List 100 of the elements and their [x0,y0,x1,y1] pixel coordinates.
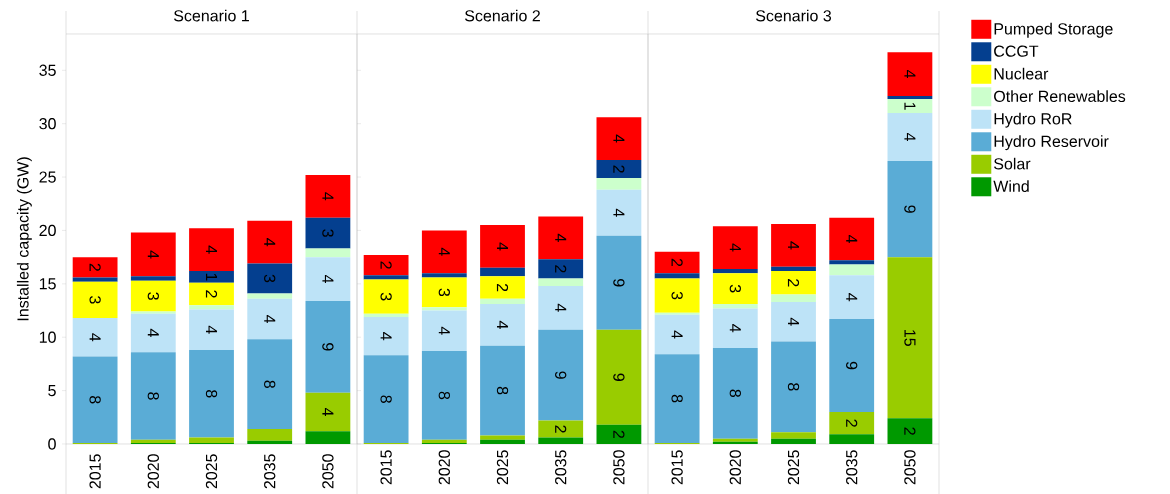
bar [829,434,875,444]
bar [829,264,875,276]
bar [72,257,118,278]
bar [247,429,293,441]
data-label: 8 [729,389,741,398]
data-label: 8 [264,380,276,388]
legend-label: Pumped Storage [994,22,1113,38]
bar [421,310,467,352]
bar [72,281,118,318]
data-label: 4 [206,245,218,254]
data-label: 2 [613,430,625,439]
data-label: 4 [788,317,800,326]
x-tick-label: 2020 [147,454,159,489]
bar [421,230,467,274]
legend-label: Hydro Reservoir [994,135,1109,151]
x-tick-label: 2035 [555,450,567,485]
bar [189,437,234,443]
data-label: 4 [729,243,741,252]
bar [189,271,234,283]
data-label: 8 [89,395,101,404]
bar [130,276,176,281]
data-label: 4 [671,330,683,339]
data-label: 8 [205,390,218,398]
x-tick-label: 2020 [729,450,741,485]
bar [480,276,525,299]
bar [363,279,409,314]
bar [480,345,525,436]
y-tick-label: 25 [39,171,56,183]
data-label: 4 [438,247,450,256]
bar [829,319,875,412]
bar [72,356,118,443]
data-label: 2 [555,265,567,273]
bar [712,308,758,348]
data-label: 3 [322,229,334,237]
data-label: 3 [438,288,450,297]
bar [363,255,409,276]
x-tick-label: 2050 [322,454,334,489]
chart-title: Scenario 2 [465,9,540,22]
bar [480,435,525,440]
data-label: 4 [729,324,741,333]
bar [305,300,351,393]
bar [538,285,584,330]
y-tick-label: 35 [39,64,56,76]
data-label: 2 [380,261,392,269]
bar [363,316,409,356]
bar [887,418,933,444]
data-label: 4 [322,407,334,416]
bar [654,273,700,279]
bar [305,257,351,301]
bar [887,95,933,100]
data-label: 8 [380,395,392,403]
bar [654,312,700,315]
bar [72,318,118,357]
bar [654,314,700,355]
data-label: 3 [729,284,741,293]
x-tick-label: 2050 [613,450,625,485]
data-label: 8 [671,394,683,403]
bar [654,251,700,274]
bar [829,260,875,265]
bar [189,350,234,438]
bar [130,232,176,277]
bar [305,217,351,249]
data-label: 2 [671,258,683,267]
bar [538,420,584,438]
data-label: 2 [904,427,916,435]
bar [654,278,700,313]
bar [480,439,525,444]
bar [363,275,409,280]
data-label: 4 [555,233,567,242]
bar [887,112,933,162]
data-label: 8 [787,383,800,391]
data-label: 4 [322,192,334,201]
bar [712,304,758,309]
data-label: 4 [89,333,101,342]
bar [247,339,293,430]
x-tick-label: 2035 [264,454,276,489]
bar [130,311,176,314]
data-label: 4 [846,234,858,243]
bar [771,301,816,342]
bar [305,248,351,258]
bar [887,161,933,258]
bar [421,277,467,308]
x-tick-label: 2020 [438,450,450,485]
data-label: 3 [264,274,276,283]
data-label: 3 [89,296,101,304]
data-label: 4 [555,303,567,312]
bar [771,271,816,295]
bar [887,52,933,96]
bar [596,424,642,444]
bar [189,305,234,310]
bar [305,392,351,432]
data-label: 9 [613,373,625,381]
bar [247,293,293,299]
x-tick-label: 2025 [496,450,509,485]
bar [130,313,176,353]
data-label: 2 [613,165,625,173]
bar [538,278,584,286]
data-label: 2 [555,425,567,433]
data-label: 4 [322,274,334,284]
data-label: 9 [322,343,334,351]
